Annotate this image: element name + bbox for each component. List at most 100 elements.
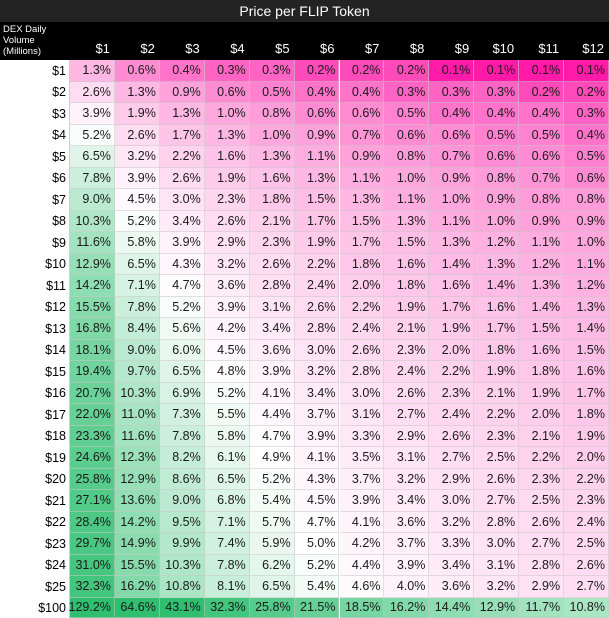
heatmap-cell: 0.6% [204,81,250,103]
heatmap-cell: 2.6% [204,210,250,232]
heatmap-cell: 2.9% [429,468,475,490]
heatmap-cell: 0.4% [519,103,565,125]
heatmap-cell: 4.7% [294,511,340,533]
row-header: $21 [0,490,70,512]
heatmap-cell: 1.8% [519,361,565,383]
heatmap-cell: 0.5% [384,103,430,125]
heatmap-cell: 5.6% [159,318,205,340]
heatmap-cell: 1.3% [474,253,520,275]
heatmap-cell: 4.2% [204,318,250,340]
heatmap-cell: 2.4% [564,511,609,533]
column-header: $1 [95,40,110,56]
heatmap-cell: 0.3% [204,60,250,82]
heatmap-cell: 1.5% [564,339,609,361]
heatmap-cell: 1.3% [519,275,565,297]
heatmap-cell: 0.6% [564,167,609,189]
heatmap-cell: 21.5% [294,597,340,618]
heatmap-cell: 1.6% [564,361,609,383]
heatmap-cell: 2.2% [339,296,385,318]
heatmap-cell: 5.4% [294,576,340,598]
heatmap-cell: 6.5% [70,146,115,168]
heatmap-cell: 1.3% [249,146,295,168]
heatmap-cell: 6.2% [249,554,295,576]
heatmap-cell: 1.7% [159,124,205,146]
heatmap-cell: 0.3% [474,81,520,103]
heatmap-cell: 1.5% [294,189,340,211]
heatmap-cell: 2.4% [429,404,475,426]
heatmap-cell: 9.0% [114,339,160,361]
heatmap-cell: 3.3% [339,425,385,447]
heatmap-cell: 1.5% [519,318,565,340]
heatmap-cell: 5.2% [159,296,205,318]
heatmap-cell: 0.1% [474,60,520,82]
column-header-row: DEX Daily Volume (Millions) $1 $2 $3 $4 $5 $6… [0,22,609,60]
row-header: $100 [0,597,70,618]
heatmap-cell: 1.9% [384,296,430,318]
heatmap-cell: 1.0% [429,189,475,211]
heatmap-cell: 1.2% [474,232,520,254]
heatmap-cell: 0.2% [339,60,385,82]
heatmap-cell: 1.3% [429,232,475,254]
heatmap-cell: 16.8% [70,318,115,340]
heatmap-cell: 1.6% [474,296,520,318]
heatmap-cell: 0.4% [294,81,340,103]
heatmap-cell: 0.6% [429,124,475,146]
heatmap-cell: 6.9% [159,382,205,404]
row-header: $1 [0,60,70,82]
heatmap-cell: 0.5% [519,124,565,146]
heatmap-cell: 7.8% [204,554,250,576]
heatmap-cell: 0.2% [294,60,340,82]
heatmap-cell: 0.1% [564,60,609,82]
row-axis-label: DEX Daily Volume (Millions) [3,24,47,57]
heatmap-cell: 14.9% [114,533,160,555]
heatmap-cell: 2.6% [339,339,385,361]
heatmap-cell: 1.1% [384,189,430,211]
heatmap-cell: 0.6% [519,146,565,168]
row-header: $5 [0,146,70,168]
heatmap-cell: 1.2% [519,253,565,275]
column-header: $8 [409,40,425,56]
heatmap-cell: 1.7% [339,232,385,254]
heatmap-cell: 6.5% [159,361,205,383]
heatmap-cell: 5.2% [294,554,340,576]
heatmap-cell: 25.8% [70,468,115,490]
heatmap-cell: 3.5% [339,447,385,469]
heatmap-cell: 31.0% [70,554,115,576]
heatmap-cell: 4.5% [114,189,160,211]
heatmap-cell: 7.8% [114,296,160,318]
heatmap-cell: 8.1% [204,576,250,598]
heatmap-cell: 2.3% [249,232,295,254]
heatmap-cell: 9.5% [159,511,205,533]
heatmap-cell: 1.5% [339,210,385,232]
heatmap-cell: 6.5% [114,253,160,275]
heatmap-cell: 12.9% [70,253,115,275]
heatmap-cell: 14.2% [70,275,115,297]
heatmap-cell: 1.7% [564,382,609,404]
heatmap-cell: 5.0% [294,533,340,555]
heatmap-cell: 2.5% [474,447,520,469]
heatmap-cell: 3.7% [339,468,385,490]
heatmap-cell: 1.3% [70,60,115,82]
heatmap-cell: 14.4% [429,597,475,618]
heatmap-cell: 8.4% [114,318,160,340]
heatmap-cell: 2.7% [564,576,609,598]
heatmap-cell: 0.8% [474,167,520,189]
row-header: $11 [0,275,70,297]
row-header: $18 [0,425,70,447]
heatmap-cell: 28.4% [70,511,115,533]
heatmap-cell: 7.4% [204,533,250,555]
heatmap-cell: 1.9% [294,232,340,254]
heatmap-cell: 5.2% [70,124,115,146]
heatmap-cell: 11.0% [114,404,160,426]
heatmap-cell: 24.6% [70,447,115,469]
heatmap-cell: 7.1% [114,275,160,297]
heatmap-cell: 4.6% [339,576,385,598]
heatmap-cell: 6.5% [204,468,250,490]
heatmap-cell: 2.1% [519,425,565,447]
heatmap-cell: 2.2% [159,146,205,168]
heatmap-cell: 3.9% [114,167,160,189]
heatmap-cell: 1.7% [429,296,475,318]
heatmap-cell: 0.8% [564,189,609,211]
heatmap-cell: 4.5% [294,490,340,512]
heatmap-cell: 5.8% [114,232,160,254]
